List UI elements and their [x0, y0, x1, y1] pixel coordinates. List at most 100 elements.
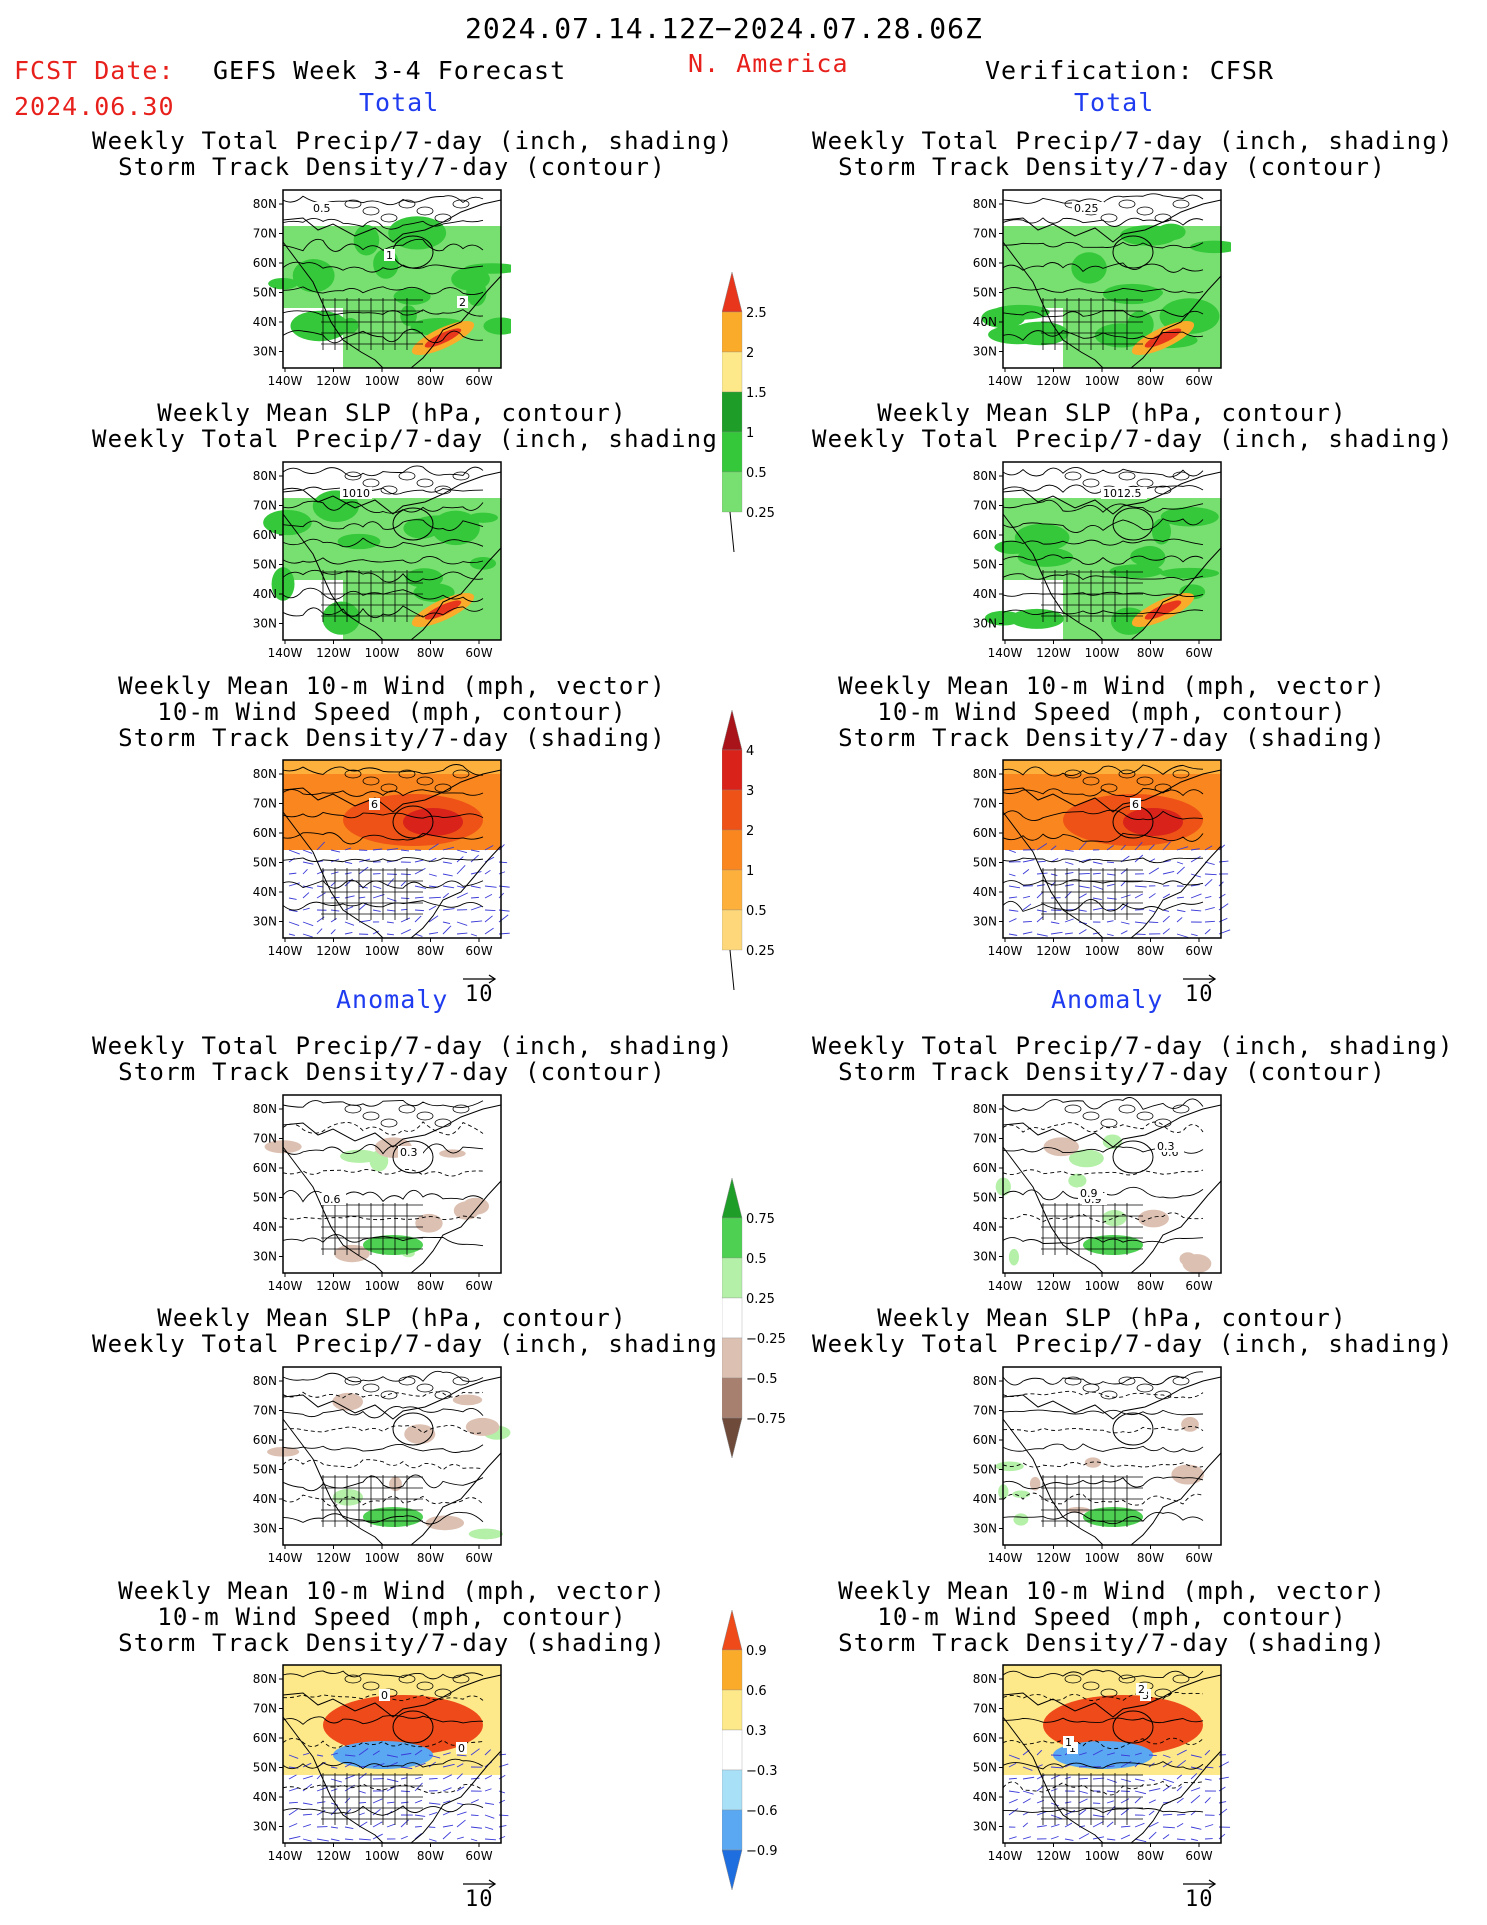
lat-tick-label: 50N	[253, 856, 277, 870]
lat-tick-label: 30N	[973, 915, 997, 929]
panel-title-line: Storm Track Density/7-day (contour)	[838, 1058, 1386, 1086]
contour-value-label: 0.3	[1157, 1140, 1175, 1153]
lon-tick-label: 80W	[1137, 1849, 1164, 1863]
map-panel-r4-c1: 80N 70N 60N 50N 40N 30N 140W 120W 100W 80W 60W 0.3 0…	[253, 1094, 502, 1293]
model-title: GEFS Week 3-4 Forecast	[213, 56, 567, 85]
lat-tick-label: 80N	[973, 469, 997, 483]
lat-tick-label: 60N	[973, 1161, 997, 1175]
lat-tick-label: 80N	[253, 197, 277, 211]
contour-value-label: 0.6	[323, 1193, 341, 1206]
vector-reference-arrow	[463, 1879, 497, 1889]
lon-tick-label: 140W	[988, 1279, 1023, 1293]
lat-tick-label: 60N	[253, 1731, 277, 1745]
lon-tick-label: 60W	[1185, 374, 1212, 388]
panel-title-line: Weekly Mean 10-m Wind (mph, vector)	[838, 1577, 1386, 1605]
lon-tick-label: 140W	[988, 1551, 1023, 1565]
panel-title-line: Storm Track Density/7-day (contour)	[118, 153, 666, 181]
lon-tick-label: 140W	[268, 646, 303, 660]
lon-tick-label: 80W	[1137, 374, 1164, 388]
contour-value-label: 1012.5	[1103, 487, 1142, 500]
contour-value-label: 2	[459, 296, 466, 309]
lon-tick-label: 60W	[465, 374, 492, 388]
lon-tick-label: 100W	[365, 1849, 400, 1863]
panel-title-line: Weekly Total Precip/7-day (inch, shading…	[812, 1330, 1454, 1358]
lat-tick-label: 50N	[253, 286, 277, 300]
panel-title-line: 10-m Wind Speed (mph, contour)	[157, 698, 627, 726]
lon-tick-label: 140W	[988, 646, 1023, 660]
panel-title-line: 10-m Wind Speed (mph, contour)	[877, 698, 1347, 726]
lon-tick-label: 120W	[1036, 944, 1071, 958]
lat-tick-label: 30N	[253, 617, 277, 631]
map-panel-r6-c2: 80N 70N 60N 50N 40N 30N 140W 120W 100W 80W 60W 1 3 1 2	[973, 1664, 1231, 1863]
lon-tick-label: 100W	[1085, 646, 1120, 660]
section-anomaly-left: Anomaly	[336, 985, 449, 1014]
lat-tick-label: 70N	[253, 499, 277, 513]
lon-tick-label: 60W	[465, 1279, 492, 1293]
panel-title-line: Weekly Mean SLP (hPa, contour)	[157, 1304, 627, 1332]
lon-tick-label: 80W	[1137, 1279, 1164, 1293]
lat-tick-label: 50N	[973, 1761, 997, 1775]
lon-tick-label: 80W	[417, 1849, 444, 1863]
lon-tick-label: 80W	[1137, 1551, 1164, 1565]
continent-outline	[282, 1674, 502, 1844]
lat-tick-label: 60N	[253, 1433, 277, 1447]
section-total-left: Total	[359, 88, 440, 117]
colorbar-tick-label: 2	[746, 824, 754, 839]
lon-tick-label: 60W	[1185, 1849, 1212, 1863]
map-panel-r1-c1: 80N 70N 60N 50N 40N 30N 140W 120W 100W 80W 60W 0.5 1…	[253, 189, 511, 388]
lat-tick-label: 60N	[253, 1161, 277, 1175]
shading-layer	[1003, 760, 1221, 938]
lon-tick-label: 60W	[465, 1849, 492, 1863]
vector-reference-label: 10	[1185, 982, 1214, 1007]
lat-tick-label: 80N	[973, 1374, 997, 1388]
lat-tick-label: 60N	[253, 528, 277, 542]
contour-value-label: 6	[371, 798, 378, 811]
contour-value-label: 6	[1132, 798, 1139, 811]
lon-tick-label: 60W	[465, 1551, 492, 1565]
wind-vector-layer	[1008, 1749, 1231, 1843]
region-title: N. America	[688, 49, 849, 78]
lon-tick-label: 80W	[417, 374, 444, 388]
colorbar-tick-label: 0.75	[746, 1212, 775, 1227]
lat-tick-label: 70N	[973, 797, 997, 811]
shading-layer	[283, 760, 501, 938]
lat-tick-label: 80N	[973, 197, 997, 211]
lat-tick-label: 80N	[253, 1672, 277, 1686]
lat-tick-label: 30N	[253, 345, 277, 359]
lon-tick-label: 100W	[1085, 374, 1120, 388]
lon-tick-label: 60W	[465, 646, 492, 660]
panel-title-line: Weekly Total Precip/7-day (inch, shading…	[92, 127, 734, 155]
lat-tick-label: 60N	[973, 826, 997, 840]
shading-layer	[283, 1665, 501, 1843]
lat-tick-label: 60N	[253, 256, 277, 270]
lon-tick-label: 140W	[268, 1279, 303, 1293]
colorbar-tick-label: 2	[746, 346, 754, 361]
vector-reference-arrow	[463, 974, 497, 984]
lon-tick-label: 80W	[417, 944, 444, 958]
lat-tick-label: 30N	[973, 1522, 997, 1536]
lon-tick-label: 120W	[316, 374, 351, 388]
lon-tick-label: 60W	[1185, 646, 1212, 660]
lon-tick-label: 100W	[1085, 944, 1120, 958]
colorbar-tick-label: 1	[746, 864, 754, 879]
panel-title-line: Storm Track Density/7-day (shading)	[118, 1629, 666, 1657]
lat-tick-label: 40N	[253, 885, 277, 899]
lat-tick-label: 80N	[973, 1102, 997, 1116]
vector-reference-arrow	[1183, 1879, 1217, 1889]
panel-title-line: Weekly Total Precip/7-day (inch, shading…	[92, 425, 734, 453]
contour-value-label: 0.5	[313, 202, 331, 215]
lon-tick-label: 120W	[316, 944, 351, 958]
lon-tick-label: 100W	[365, 1551, 400, 1565]
lon-tick-label: 140W	[988, 944, 1023, 958]
lat-tick-label: 40N	[253, 587, 277, 601]
vector-reference-label: 10	[465, 1887, 494, 1912]
lat-tick-label: 30N	[253, 1250, 277, 1264]
lat-tick-label: 40N	[253, 1790, 277, 1804]
lon-tick-label: 60W	[1185, 944, 1212, 958]
lon-tick-label: 100W	[365, 1279, 400, 1293]
contour-value-label: 1	[1065, 1736, 1072, 1749]
contour-value-label: 1	[1069, 1742, 1076, 1755]
lon-tick-label: 120W	[1036, 1551, 1071, 1565]
lon-tick-label: 100W	[365, 646, 400, 660]
